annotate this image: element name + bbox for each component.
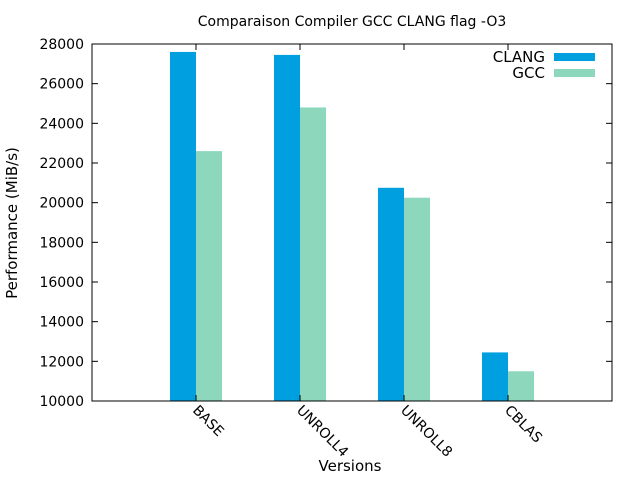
x-tick-label: BASE — [189, 403, 226, 440]
y-tick-label: 16000 — [39, 275, 84, 291]
bar-gcc-base — [196, 151, 222, 401]
y-tick-label: 12000 — [39, 354, 84, 370]
bar-clang-unroll4 — [274, 54, 300, 402]
legend-label-gcc: GCC — [512, 64, 545, 82]
legend-swatch-gcc — [554, 69, 595, 77]
x-tick-label: UNROLL4 — [293, 403, 351, 461]
y-tick-label: 14000 — [39, 315, 84, 331]
legend-label-clang: CLANG — [493, 48, 545, 66]
bar-gcc-unroll8 — [404, 197, 430, 401]
y-tick-label: 18000 — [39, 235, 84, 251]
y-tick-label: 24000 — [39, 116, 84, 132]
y-tick-label: 10000 — [39, 394, 84, 410]
legend-swatch-clang — [554, 53, 595, 61]
x-tick-label: CBLAS — [501, 403, 545, 447]
y-tick-label: 28000 — [39, 37, 84, 53]
bar-gcc-cblas — [508, 371, 534, 401]
y-axis-label: Performance (MiB/s) — [3, 147, 21, 299]
y-tick-label: 22000 — [39, 156, 84, 172]
y-tick-label: 26000 — [39, 77, 84, 93]
bars-layer — [170, 51, 534, 402]
bar-clang-unroll8 — [378, 187, 404, 401]
bar-gcc-unroll4 — [300, 107, 326, 401]
bar-clang-cblas — [482, 352, 508, 401]
plot-frame — [91, 43, 613, 402]
x-axis-label: Versions — [319, 457, 382, 475]
chart-title: Comparaison Compiler GCC CLANG flag -O3 — [198, 14, 507, 30]
bar-clang-base — [170, 51, 196, 401]
x-tick-label: UNROLL8 — [397, 403, 455, 461]
y-tick-label: 20000 — [39, 196, 84, 212]
